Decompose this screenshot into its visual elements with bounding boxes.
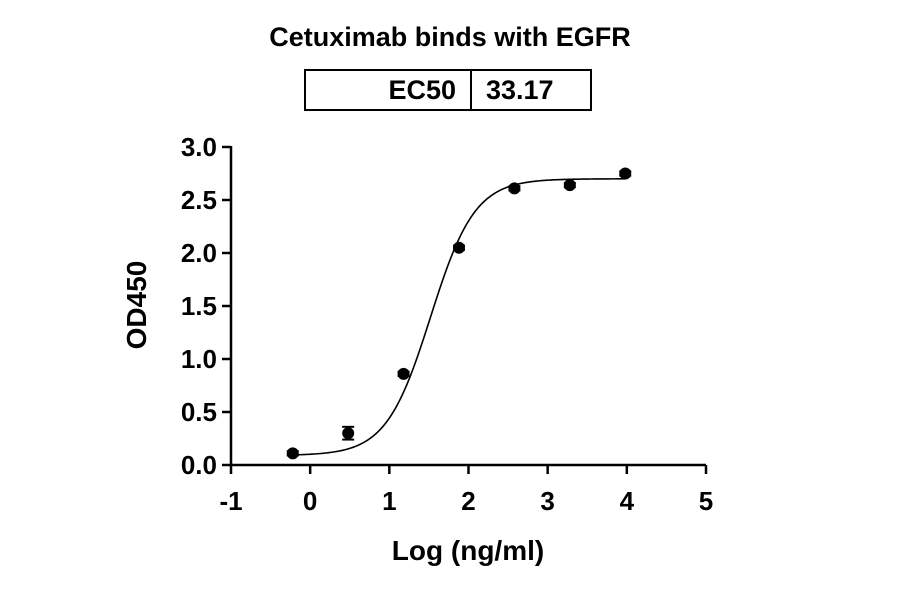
data-point <box>397 367 410 380</box>
axes: 0.0 0.5 1.0 1.5 2.0 2.5 3.0 -1 0 1 2 3 4 5 <box>181 132 713 516</box>
data-point <box>619 167 632 180</box>
x-axis-label: Log (ng/ml) <box>392 535 544 566</box>
ec50-label: EC50 <box>306 71 472 109</box>
y-tick-label: 0.0 <box>181 450 217 480</box>
fit-curve-layer <box>292 178 626 456</box>
data-points-layer <box>286 167 632 460</box>
ec50-value: 33.17 <box>486 75 554 105</box>
chart-title: Cetuximab binds with EGFR <box>269 22 631 52</box>
ec50-table: EC50 33.17 <box>304 69 592 111</box>
y-tick-label: 3.0 <box>181 132 217 162</box>
data-point <box>286 447 299 460</box>
fit-curve <box>292 178 626 456</box>
y-axis-label: OD450 <box>121 261 152 350</box>
x-tick-label: 2 <box>461 486 475 516</box>
x-tick-label: 4 <box>620 486 635 516</box>
y-tick-label: 1.0 <box>181 344 217 374</box>
y-tick-label: 1.5 <box>181 291 217 321</box>
data-point <box>453 241 465 254</box>
data-point <box>563 179 576 192</box>
x-tick-label: 3 <box>540 486 554 516</box>
x-tick-label: 5 <box>699 486 713 516</box>
y-tick-label: 2.0 <box>181 238 217 268</box>
x-tick-label: 1 <box>382 486 396 516</box>
y-tick-label: 2.5 <box>181 185 217 215</box>
data-point <box>508 182 521 195</box>
x-tick-label: -1 <box>219 486 242 516</box>
data-point <box>342 427 355 440</box>
x-tick-label: 0 <box>303 486 317 516</box>
y-tick-label: 0.5 <box>181 397 217 427</box>
